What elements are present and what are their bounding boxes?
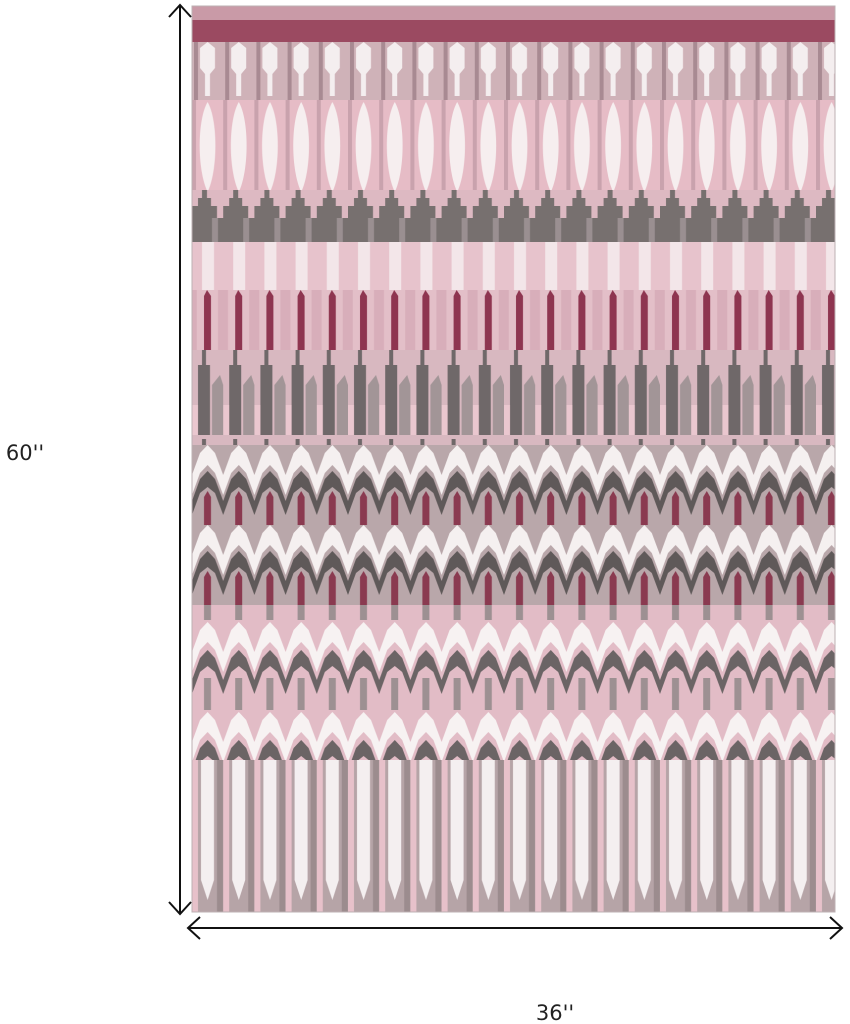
rug-edge [191, 5, 836, 913]
rug-band [192, 605, 835, 760]
rug-band [192, 42, 835, 100]
rug-band [192, 445, 835, 605]
height-label: 60'' [6, 441, 44, 465]
rug-band [192, 760, 835, 912]
rug-band [192, 242, 835, 290]
rug-band [192, 100, 835, 190]
rug [191, 5, 836, 913]
rug-band [192, 20, 835, 42]
rug-band [192, 290, 835, 350]
width-arrow [186, 916, 844, 940]
width-label: 36'' [536, 1001, 574, 1024]
height-arrow [168, 3, 192, 916]
rug-band [192, 190, 835, 242]
rug-band [192, 350, 835, 445]
rug-band [192, 6, 835, 20]
